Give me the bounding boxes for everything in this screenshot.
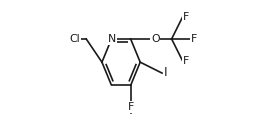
- Text: F: F: [182, 12, 189, 22]
- Text: Cl: Cl: [69, 34, 80, 44]
- Text: F: F: [191, 34, 197, 44]
- Text: F: F: [128, 102, 134, 112]
- Text: I: I: [164, 66, 168, 79]
- Text: O: O: [151, 34, 159, 44]
- Text: F: F: [182, 56, 189, 66]
- Text: N: N: [107, 34, 116, 44]
